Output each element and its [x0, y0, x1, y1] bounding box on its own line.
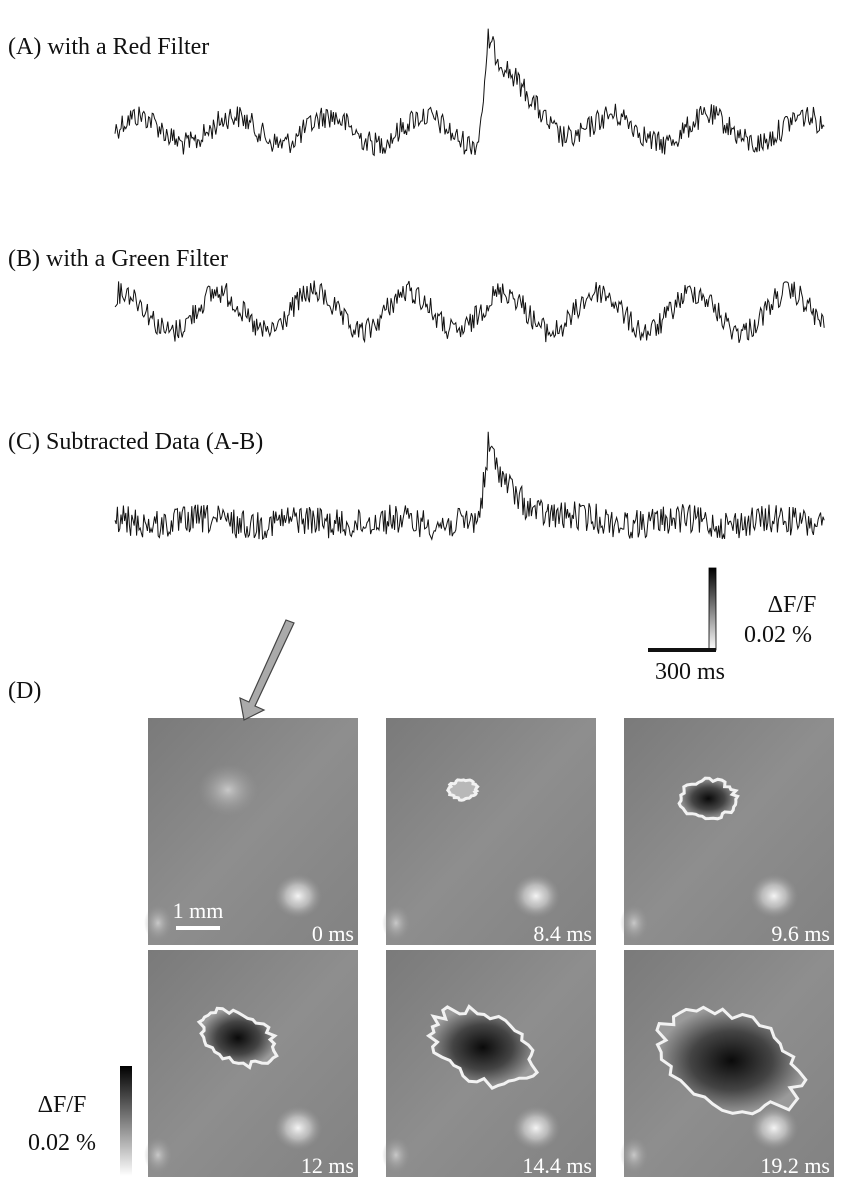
image-frame: 14.4 ms: [382, 950, 596, 1178]
bright-spot: [750, 874, 798, 918]
frame-time: 12 ms: [301, 1153, 354, 1178]
scale-time: 300 ms: [655, 659, 725, 685]
bright-spot: [512, 1106, 560, 1150]
frame-time: 8.4 ms: [533, 921, 592, 946]
bright-spot: [274, 1106, 322, 1150]
image-frame: 1 mm 0 ms: [144, 718, 358, 946]
bright-spot: [512, 874, 560, 918]
panel-label: (A) with a Red Filter: [8, 34, 209, 60]
frames: 1 mm 0 ms 8.4 ms 9.6 ms 12 ms 14.4 ms 19.2 ms: [144, 718, 834, 1178]
trace: [114, 280, 825, 344]
frame-bg: [148, 718, 358, 945]
frame-time: 14.4 ms: [522, 1153, 592, 1178]
scale-title: ΔF/F: [768, 592, 817, 618]
activation: [425, 1004, 540, 1091]
panel-label: (D): [8, 678, 41, 704]
bright-spot: [382, 1137, 410, 1173]
image-frame: 8.4 ms: [382, 718, 596, 946]
frame-bg: [624, 718, 834, 945]
scale-bar-vertical: [708, 567, 717, 651]
image-frame: 12 ms: [144, 950, 358, 1178]
frame-time: 19.2 ms: [760, 1153, 830, 1178]
frame-time: 9.6 ms: [771, 921, 830, 946]
traces: [114, 28, 825, 541]
activation: [655, 1005, 808, 1116]
mm-label: 1 mm: [173, 898, 224, 923]
panel-label: (C) Subtracted Data (A-B): [8, 429, 263, 455]
colorbar-value: 0.02 %: [28, 1130, 96, 1156]
bright-spot: [620, 905, 648, 941]
panel-label: (B) with a Green Filter: [8, 246, 228, 272]
colorbar-title: ΔF/F: [38, 1092, 87, 1118]
bright-spot: [144, 905, 172, 941]
frame-time: 0 ms: [312, 921, 354, 946]
bright-spot: [144, 1137, 172, 1173]
bright-spot: [620, 1137, 648, 1173]
activation: [446, 778, 480, 802]
trace: [114, 431, 825, 541]
bright-spot: [750, 1106, 798, 1150]
bright-spot: [382, 905, 410, 941]
image-frame: 9.6 ms: [620, 718, 834, 946]
bright-spot: [274, 874, 322, 918]
faint-spot: [198, 764, 258, 816]
frame-bg: [386, 718, 596, 945]
scale-value: 0.02 %: [744, 622, 812, 648]
trace: [114, 28, 825, 157]
frame-bg: [148, 950, 358, 1177]
colorbar: [120, 1066, 132, 1176]
activation: [196, 1006, 279, 1070]
arrow: [239, 619, 295, 721]
image-frame: 19.2 ms: [620, 950, 834, 1178]
activation: [677, 776, 740, 821]
